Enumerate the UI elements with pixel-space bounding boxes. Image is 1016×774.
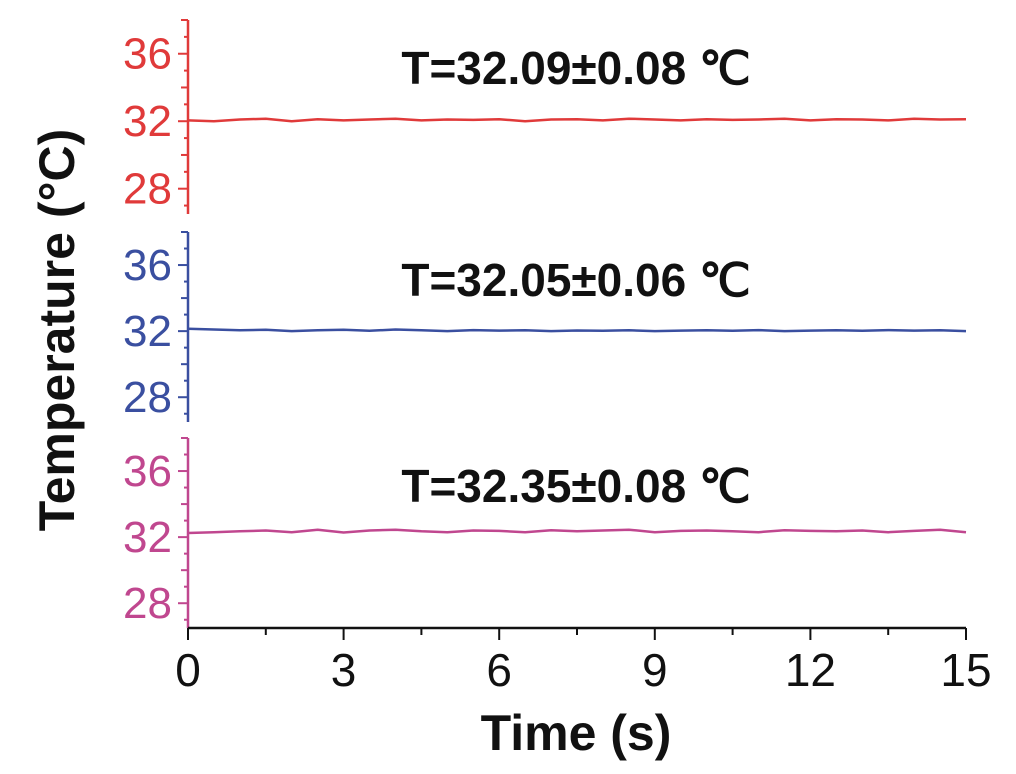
panel-3: 28 32 36 T=32.35±0.08 ℃ bbox=[123, 437, 967, 628]
x-tick-label: 0 bbox=[175, 644, 201, 696]
y-tick-label: 32 bbox=[123, 97, 172, 146]
y-tick-label: 28 bbox=[123, 165, 172, 214]
y-tick-label: 36 bbox=[123, 30, 172, 79]
x-axis-title: Time (s) bbox=[481, 705, 672, 761]
x-tick-label: 12 bbox=[785, 644, 836, 696]
y-tick-label: 36 bbox=[123, 241, 172, 290]
panel-annotation: T=32.05±0.06 ℃ bbox=[401, 254, 750, 306]
panel-1: 28 32 36 T=32.09±0.08 ℃ bbox=[123, 19, 967, 214]
panel-annotation: T=32.35±0.08 ℃ bbox=[401, 460, 750, 512]
series-line-panel-2 bbox=[187, 327, 967, 333]
y-axis-title: Temperature (°C) bbox=[29, 129, 85, 531]
y-tick-label: 36 bbox=[123, 447, 172, 496]
y-tick-label: 28 bbox=[123, 579, 172, 628]
y-tick-label: 32 bbox=[123, 307, 172, 356]
panel-2: 28 32 36 T=32.05±0.06 ℃ bbox=[123, 231, 967, 422]
y-tick-label: 32 bbox=[123, 513, 172, 562]
x-axis: 0 3 6 9 12 15 bbox=[175, 626, 992, 696]
x-tick-label: 9 bbox=[642, 644, 668, 696]
series-line-panel-3 bbox=[187, 528, 967, 535]
x-tick-label: 6 bbox=[486, 644, 512, 696]
x-tick-label: 3 bbox=[331, 644, 357, 696]
y-tick-label: 28 bbox=[123, 373, 172, 422]
panel-annotation: T=32.09±0.08 ℃ bbox=[401, 42, 750, 94]
series-line-panel-1 bbox=[187, 117, 967, 123]
x-tick-label: 15 bbox=[940, 644, 991, 696]
